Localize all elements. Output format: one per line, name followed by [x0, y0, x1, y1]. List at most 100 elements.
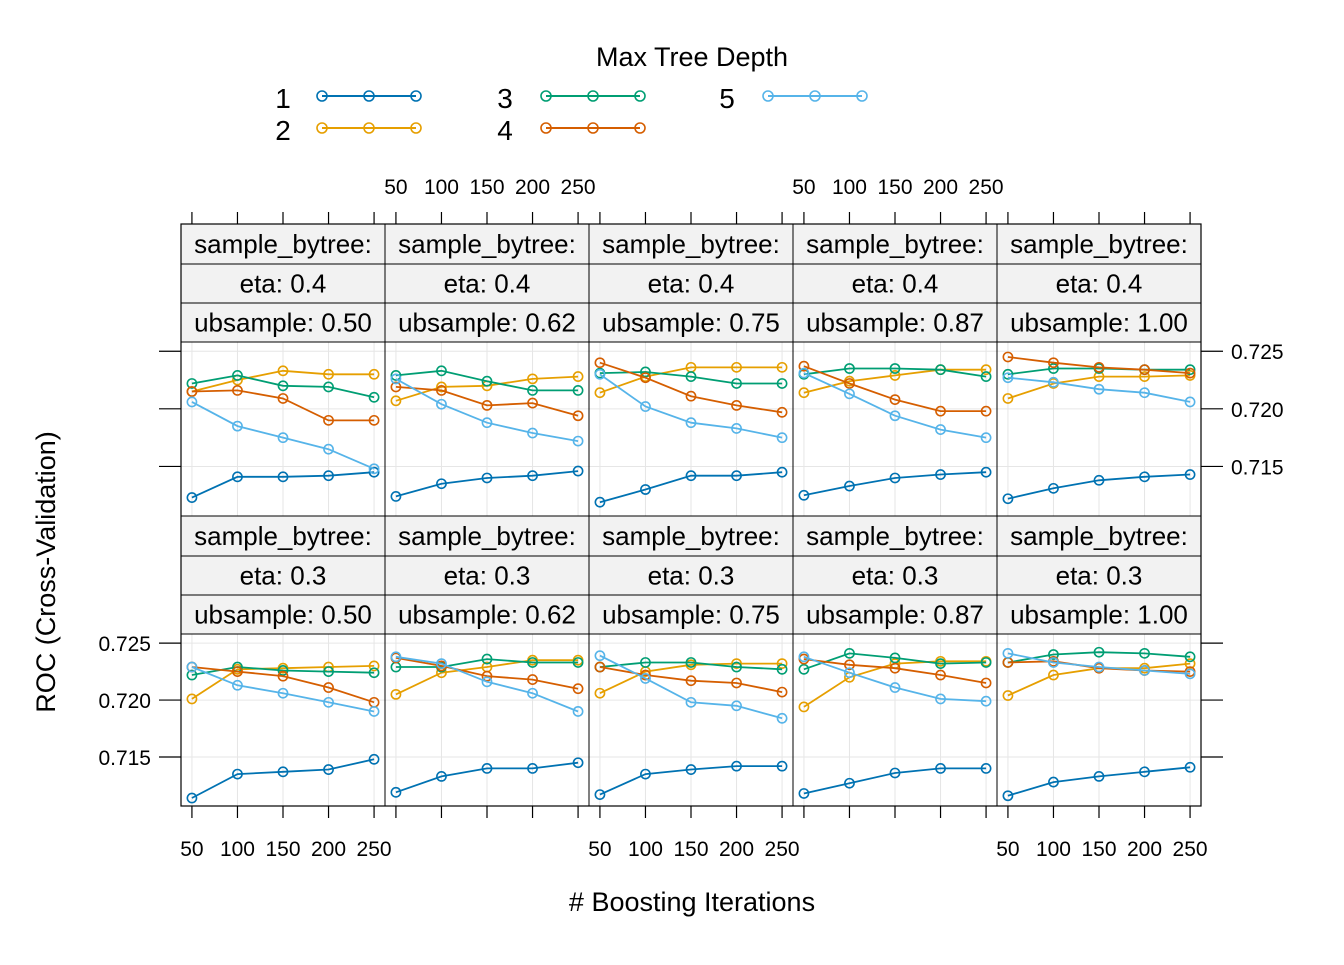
data-point: [1184, 651, 1196, 663]
series-line: [803, 655, 987, 703]
x-tick-label: 250: [561, 176, 596, 199]
data-point: [980, 763, 992, 774]
x-tick-label: 100: [1036, 838, 1071, 861]
x-tick-label: 100: [628, 838, 663, 861]
data-point: [889, 472, 901, 484]
data-point: [368, 753, 380, 765]
data-point: [1139, 387, 1150, 399]
data-point: [186, 661, 198, 673]
data-point: [186, 492, 198, 503]
data-point: [481, 399, 493, 411]
data-point: [481, 653, 493, 665]
series-depth-5: [594, 368, 788, 444]
panel-0.4-col-4: sample_bytree: eta: 0.4 ubsample: 0.87: [792, 223, 998, 517]
data-point: [323, 443, 334, 455]
data-point: [980, 657, 992, 668]
data-point: [594, 650, 606, 662]
data-point: [935, 763, 946, 774]
data-point: [572, 683, 584, 695]
data-point: [390, 381, 402, 393]
panel-0.3-col-5: sample_bytree: eta: 0.3 ubsample: 1.00: [996, 515, 1202, 807]
series-line: [1007, 766, 1191, 797]
data-point: [1139, 364, 1150, 376]
data-point: [481, 763, 493, 774]
y-axis-title: ROC (Cross-Validation): [31, 431, 61, 713]
data-point: [798, 663, 810, 675]
data-point: [935, 469, 946, 480]
y-tick-label: 0.715: [1231, 456, 1284, 479]
data-point: [1184, 761, 1196, 773]
data-point: [368, 368, 380, 380]
data-point: [685, 470, 697, 482]
x-tick-label: 100: [220, 838, 255, 861]
series-line: [599, 361, 783, 414]
data-point: [368, 463, 380, 475]
data-point: [368, 667, 380, 679]
y-tick-label: 0.725: [98, 633, 151, 656]
data-point: [186, 693, 198, 705]
data-point: [844, 388, 855, 400]
series-line: [395, 659, 579, 696]
legend-marker: [410, 90, 422, 102]
strip-subsample: ubsample: 0.75: [602, 308, 780, 338]
series-line: [803, 658, 987, 684]
data-point: [186, 396, 198, 408]
data-point: [980, 695, 992, 707]
data-point: [186, 386, 198, 397]
data-point: [935, 693, 946, 705]
series-depth-1: [1002, 761, 1196, 802]
data-point: [776, 712, 788, 724]
data-point: [368, 706, 380, 717]
series-line: [1007, 651, 1191, 664]
panel-0.3-col-3: sample_bytree: eta: 0.3 ubsample: 0.75: [588, 515, 794, 807]
data-point: [844, 378, 855, 389]
x-tick-label: 200: [311, 838, 346, 861]
legend-label: 4: [497, 115, 513, 146]
data-point: [323, 368, 334, 380]
series-line: [1007, 652, 1191, 675]
legend-entry-depth-5: 5: [719, 83, 868, 114]
data-point: [1048, 363, 1059, 374]
data-point: [572, 465, 584, 477]
x-tick-label: 100: [832, 176, 867, 199]
series-depth-5: [594, 650, 788, 724]
data-point: [527, 763, 538, 774]
strip-subsample: ubsample: 0.62: [398, 308, 576, 338]
data-point: [232, 420, 243, 432]
data-point: [844, 659, 855, 671]
data-point: [186, 669, 198, 681]
legend-label: 3: [497, 83, 513, 114]
data-point: [1093, 661, 1105, 673]
panel-0.4-col-1: sample_bytree: eta: 0.4 ubsample: 0.50: [180, 223, 386, 517]
data-point: [1002, 790, 1014, 802]
data-point: [844, 647, 855, 659]
y-tick-label: 0.720: [98, 690, 151, 713]
series-line: [191, 471, 375, 499]
y-tick-label: 0.720: [1231, 399, 1284, 422]
series-depth-5: [1002, 372, 1196, 408]
data-point: [798, 387, 810, 399]
legend-marker: [363, 90, 375, 102]
series-line: [1007, 374, 1191, 400]
strip-eta: eta: 0.3: [1056, 561, 1143, 591]
data-point: [1093, 474, 1105, 486]
series-depth-1: [1002, 469, 1196, 505]
strip-box: [384, 302, 590, 343]
data-point: [640, 768, 651, 780]
data-point: [1048, 482, 1059, 494]
data-point: [1002, 368, 1014, 380]
legend-marker: [363, 122, 375, 134]
data-point: [889, 363, 901, 374]
series-line: [599, 471, 783, 504]
legend-marker: [809, 90, 821, 102]
legend-marker: [316, 90, 328, 102]
data-point: [731, 361, 742, 373]
x-tick-label: 200: [515, 176, 550, 199]
legend-marker: [587, 122, 599, 134]
data-point: [323, 764, 334, 775]
series-line: [395, 369, 579, 392]
strip-box: [384, 515, 590, 557]
data-point: [640, 657, 651, 668]
legend-label: 5: [719, 83, 735, 114]
